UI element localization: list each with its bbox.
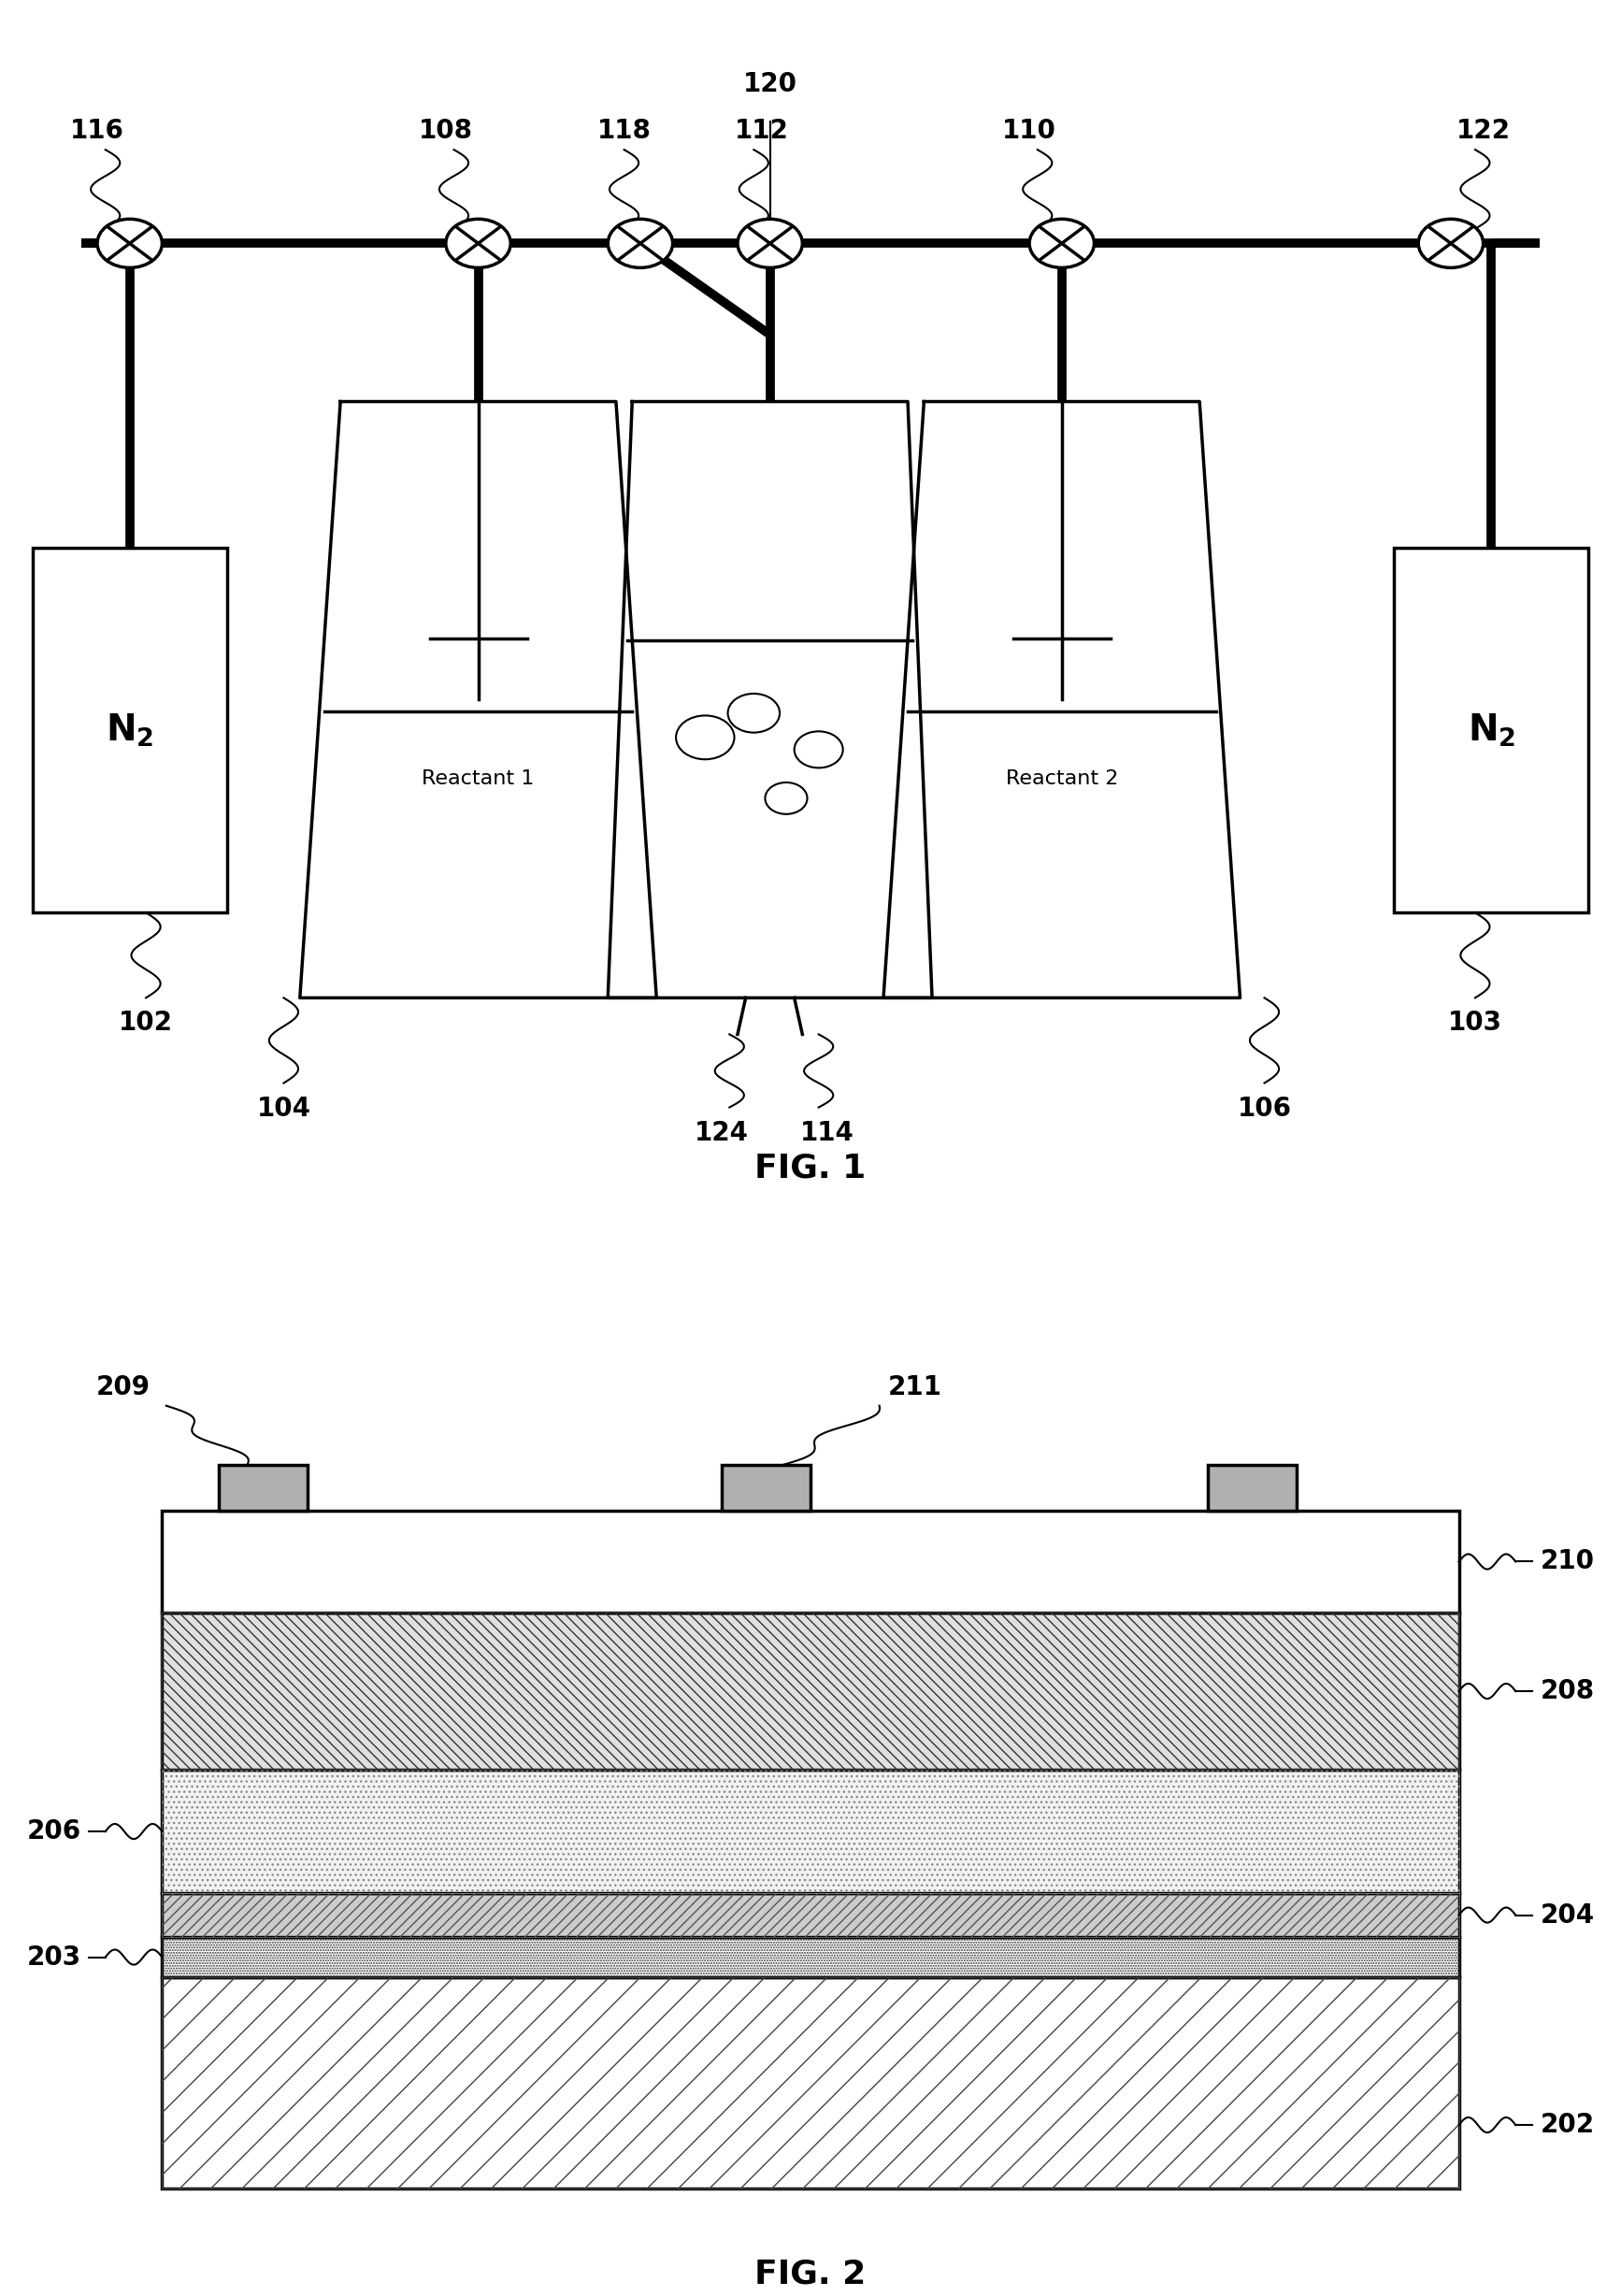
Text: 114: 114: [799, 1120, 854, 1146]
Text: $\mathbf{N_2}$: $\mathbf{N_2}$: [105, 712, 154, 748]
Text: 209: 209: [96, 1373, 151, 1401]
Text: 208: 208: [1540, 1678, 1595, 1704]
Bar: [1208, 1465, 1297, 1511]
Text: 104: 104: [256, 1095, 311, 1120]
Bar: [162, 1894, 1459, 1936]
Bar: [162, 1770, 1459, 1894]
Text: 122: 122: [1456, 117, 1511, 145]
Text: 120: 120: [742, 71, 798, 96]
Text: 211: 211: [888, 1373, 942, 1401]
Circle shape: [1029, 218, 1094, 269]
Text: 102: 102: [118, 1010, 173, 1035]
Circle shape: [97, 218, 162, 269]
Bar: [162, 1612, 1459, 1770]
Text: 106: 106: [1237, 1095, 1292, 1120]
Circle shape: [1418, 218, 1483, 269]
Text: 124: 124: [694, 1120, 749, 1146]
Text: Reactant 2: Reactant 2: [1005, 769, 1118, 788]
Circle shape: [446, 218, 511, 269]
Text: FIG. 2: FIG. 2: [755, 2259, 866, 2291]
Text: 203: 203: [26, 1945, 81, 1970]
Text: $\mathbf{N_2}$: $\mathbf{N_2}$: [1467, 712, 1516, 748]
Bar: [1394, 546, 1589, 912]
Bar: [721, 1465, 810, 1511]
Text: 116: 116: [70, 117, 125, 145]
Bar: [32, 546, 227, 912]
Text: 118: 118: [597, 117, 652, 145]
Text: 108: 108: [418, 117, 473, 145]
Text: 210: 210: [1540, 1548, 1593, 1575]
Bar: [219, 1465, 308, 1511]
Bar: [162, 1977, 1459, 2188]
Bar: [162, 1936, 1459, 1977]
Bar: [162, 1894, 1459, 1936]
Text: 204: 204: [1540, 1901, 1595, 1929]
Circle shape: [608, 218, 673, 269]
Bar: [162, 1612, 1459, 1770]
Text: FIG. 1: FIG. 1: [755, 1153, 866, 1185]
Circle shape: [738, 218, 802, 269]
Text: 206: 206: [26, 1818, 81, 1844]
Text: Reactant 1: Reactant 1: [421, 769, 535, 788]
Bar: [162, 1770, 1459, 1894]
Text: 112: 112: [734, 117, 789, 145]
Bar: [162, 1977, 1459, 2188]
Text: 103: 103: [1448, 1010, 1503, 1035]
Text: 110: 110: [1002, 117, 1057, 145]
Bar: [162, 1511, 1459, 1612]
Text: 202: 202: [1540, 2112, 1595, 2138]
Bar: [162, 1936, 1459, 1977]
